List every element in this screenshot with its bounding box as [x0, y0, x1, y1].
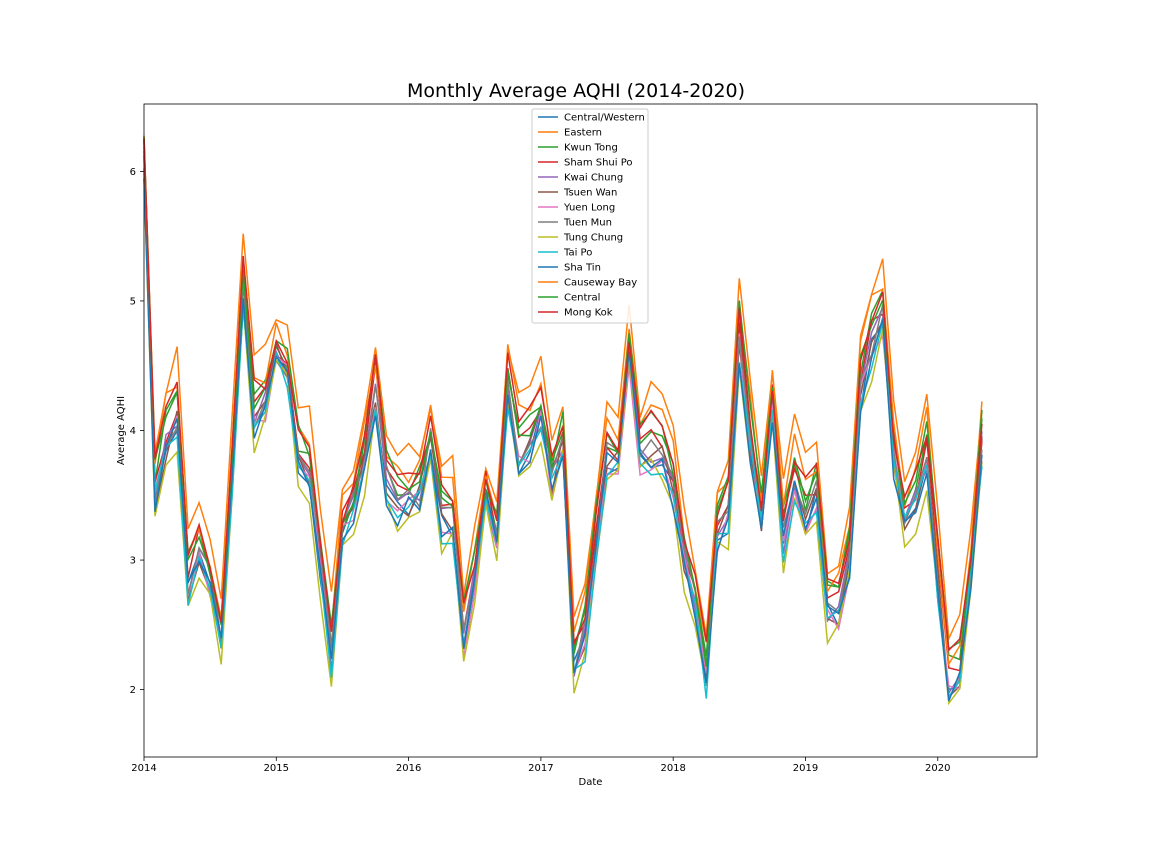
series-line [143, 178, 983, 706]
x-tick-label: 2020 [925, 763, 950, 774]
y-tick-label: 2 [130, 685, 136, 696]
legend-label: Yuen Long [563, 203, 615, 214]
legend-label: Kwai Chung [564, 173, 623, 184]
legend-label: Central [564, 293, 600, 304]
x-tick-label: 2017 [528, 763, 553, 774]
legend-label: Tuen Mun [563, 218, 612, 229]
legend-label: Central/Western [564, 113, 645, 124]
x-tick-label: 2019 [793, 763, 818, 774]
legend-label: Sham Shui Po [564, 158, 633, 169]
x-tick-label: 2016 [396, 763, 421, 774]
y-tick-label: 3 [130, 556, 136, 567]
y-tick-label: 4 [130, 426, 136, 437]
series-line [143, 135, 983, 642]
legend-label: Eastern [564, 128, 602, 139]
series-line [143, 178, 983, 702]
legend-label: Kwun Tong [564, 143, 618, 154]
series-line [143, 138, 983, 652]
chart-title: Monthly Average AQHI (2014-2020) [406, 80, 746, 102]
legend-box [531, 108, 649, 324]
x-tick-label: 2014 [131, 763, 156, 774]
legend-label: Tung Chung [563, 233, 623, 244]
legend-label: Tai Po [563, 248, 592, 259]
y-tick-label: 5 [130, 296, 136, 307]
y-axis-label: Average AQHI [116, 396, 127, 465]
y-tick-label: 6 [130, 167, 136, 178]
x-axis-label: Date [579, 777, 603, 788]
x-tick-label: 2018 [660, 763, 685, 774]
legend-label: Sha Tin [564, 263, 601, 274]
legend-label: Mong Kok [564, 308, 613, 319]
series-lines [143, 135, 983, 706]
legend-label: Causeway Bay [564, 278, 637, 289]
legend: Central/Western Eastern Kwun Tong Sham Shui… [531, 108, 649, 324]
x-tick-label: 2015 [264, 763, 289, 774]
legend-label: Tsuen Wan [563, 188, 617, 199]
